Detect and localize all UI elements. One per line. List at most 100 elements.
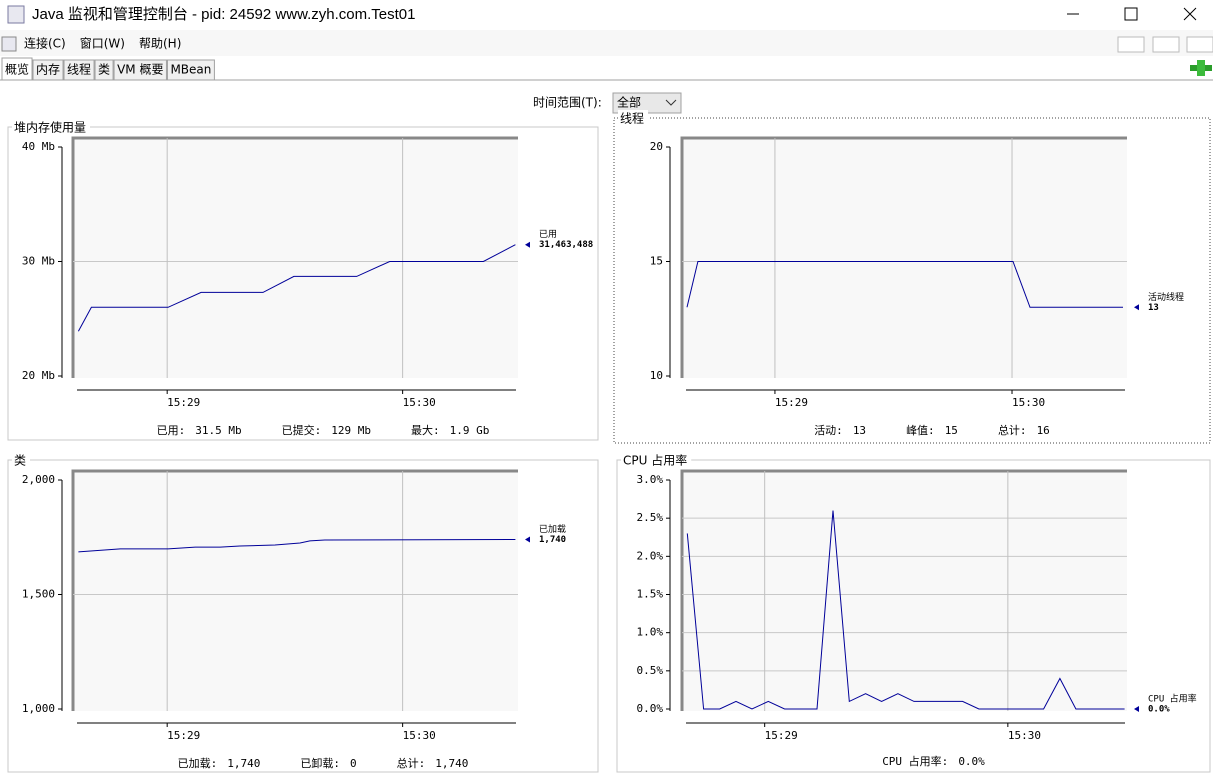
y-tick-label: 1.0% bbox=[637, 626, 664, 639]
legend-name: 已用 bbox=[539, 229, 557, 240]
tab[interactable] bbox=[94, 59, 114, 81]
plot-area bbox=[73, 138, 518, 378]
summary-value: 13 bbox=[853, 424, 866, 437]
inner-close[interactable] bbox=[1186, 36, 1213, 53]
summary-value: 16 bbox=[1037, 424, 1050, 437]
panel-border bbox=[7, 126, 599, 441]
y-tick-label: 2.0% bbox=[637, 549, 664, 562]
legend-value: 0.0% bbox=[1148, 705, 1170, 715]
plot-area bbox=[682, 471, 1127, 711]
y-tick-label: 40 Mb bbox=[22, 140, 55, 153]
tab-label[interactable]: VM 概要 bbox=[117, 63, 163, 77]
inner-buttons bbox=[1117, 36, 1213, 53]
y-tick-label: 0.5% bbox=[637, 664, 664, 677]
legend-value: 13 bbox=[1148, 303, 1159, 313]
x-tick-label: 15:30 bbox=[403, 396, 436, 409]
y-tick-label: 0.0% bbox=[637, 702, 664, 715]
series-line bbox=[686, 510, 1125, 710]
legend-name: 已加载 bbox=[539, 523, 566, 535]
summary-value: 129 Mb bbox=[331, 424, 371, 437]
summary-label: 已提交: bbox=[282, 423, 322, 437]
panel-title: CPU 占用率 bbox=[623, 453, 687, 468]
summary-label: 已加载: bbox=[178, 757, 218, 770]
app-icon bbox=[7, 5, 25, 24]
panel-border bbox=[613, 117, 1211, 444]
title-bar bbox=[0, 0, 1213, 30]
y-tick-label: 20 Mb bbox=[22, 369, 55, 382]
tab[interactable] bbox=[1, 57, 33, 81]
tab[interactable] bbox=[63, 59, 95, 81]
summary-label: 总计: bbox=[397, 756, 426, 770]
summary-value: 1,740 bbox=[435, 757, 468, 770]
y-tick-label: 3.0% bbox=[637, 473, 664, 486]
menu-bar bbox=[0, 30, 1213, 56]
tab-label[interactable]: 类 bbox=[98, 63, 110, 77]
inner-restore[interactable] bbox=[1152, 36, 1180, 53]
plot-frame bbox=[71, 469, 518, 711]
series-line bbox=[78, 539, 516, 553]
menu-item[interactable]: 连接(C) bbox=[24, 36, 66, 51]
menu-item[interactable]: 帮助(H) bbox=[139, 37, 181, 51]
tab-label[interactable]: 内存 bbox=[36, 63, 60, 77]
x-tick-label: 15:29 bbox=[167, 396, 200, 409]
summary-value: 0.0% bbox=[958, 755, 985, 768]
legend-name: 活动线程 bbox=[1148, 291, 1184, 303]
tab-label[interactable]: 概览 bbox=[5, 62, 29, 77]
legend-marker bbox=[1134, 706, 1139, 712]
panel-border bbox=[7, 459, 599, 773]
summary-value: 1.9 Gb bbox=[450, 424, 490, 437]
plot-frame bbox=[680, 469, 1127, 711]
y-tick-label: 1,000 bbox=[22, 702, 55, 715]
series-line bbox=[77, 244, 516, 332]
panel-title-bg bbox=[12, 119, 91, 135]
y-tick-label: 2,000 bbox=[22, 473, 55, 486]
panel-border bbox=[616, 459, 1211, 773]
series-line bbox=[686, 261, 1123, 308]
summary-label: 最大: bbox=[411, 423, 440, 437]
window-title: Java 监视和管理控制台 - pid: 24592 www.zyh.com.T… bbox=[32, 6, 415, 23]
y-tick-label: 10 bbox=[650, 369, 663, 382]
y-tick-label: 20 bbox=[650, 140, 663, 153]
y-tick-label: 30 Mb bbox=[22, 255, 55, 268]
panel-title: 堆内存使用量 bbox=[14, 120, 86, 135]
summary-value: 0 bbox=[350, 757, 357, 770]
summary-value: 1,740 bbox=[227, 757, 260, 770]
legend-value: 1,740 bbox=[539, 535, 566, 545]
summary-label: 总计: bbox=[998, 423, 1027, 437]
summary-label: CPU 占用率: bbox=[882, 754, 948, 768]
panel-title-bg bbox=[12, 452, 31, 468]
inner-minimize[interactable] bbox=[1117, 36, 1145, 53]
x-tick-label: 15:30 bbox=[1012, 396, 1045, 409]
panel-title-bg bbox=[621, 452, 692, 468]
close-button[interactable] bbox=[1183, 7, 1197, 21]
tab-label[interactable]: MBean bbox=[170, 63, 211, 77]
tab[interactable] bbox=[113, 59, 167, 81]
select-arrow bbox=[665, 99, 677, 106]
maximize-button[interactable] bbox=[1124, 7, 1138, 21]
tab[interactable] bbox=[32, 59, 64, 81]
legend-value: 31,463,488 bbox=[539, 240, 593, 250]
y-tick-label: 2.5% bbox=[637, 511, 664, 524]
plot-area bbox=[73, 471, 518, 711]
time-range-label: 时间范围(T): bbox=[533, 96, 602, 110]
legend-name: CPU 占用率 bbox=[1148, 693, 1197, 705]
legend-marker bbox=[525, 241, 530, 248]
time-range-value[interactable]: 全部 bbox=[617, 95, 641, 110]
menu-icon bbox=[1, 36, 17, 52]
panel-title: 类 bbox=[14, 454, 26, 468]
summary-label: 已卸载: bbox=[300, 756, 340, 770]
x-tick-label: 15:30 bbox=[403, 729, 436, 742]
summary-value: 31.5 Mb bbox=[195, 424, 241, 437]
tab[interactable] bbox=[166, 59, 215, 81]
panel-title: 线程 bbox=[620, 111, 644, 126]
plot-frame bbox=[71, 136, 518, 378]
y-tick-label: 15 bbox=[650, 255, 663, 268]
connection-plug-head bbox=[1197, 60, 1205, 76]
y-tick-label: 1.5% bbox=[637, 588, 664, 601]
summary-label: 活动: bbox=[814, 424, 843, 437]
legend-marker bbox=[525, 536, 530, 543]
menu-item[interactable]: 窗口(W) bbox=[80, 37, 125, 51]
tab-label[interactable]: 线程 bbox=[67, 62, 91, 77]
